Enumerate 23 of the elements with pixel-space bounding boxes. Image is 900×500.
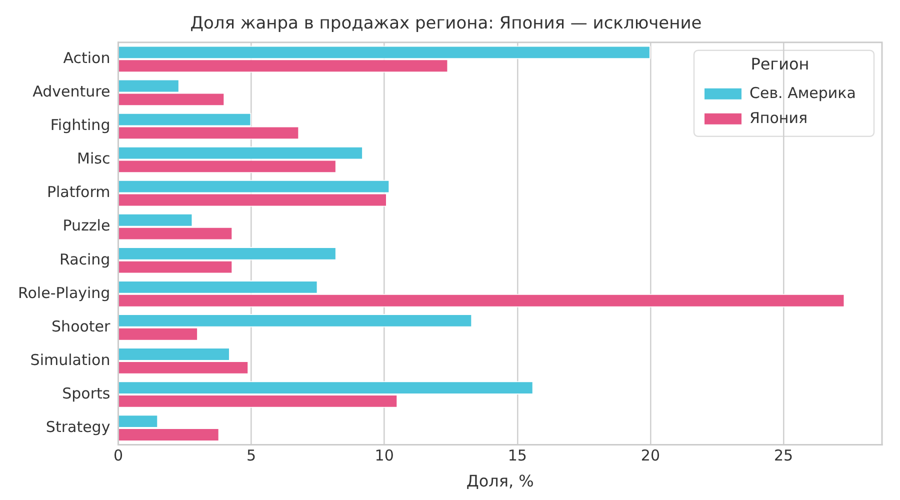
x-tick-label: 20 xyxy=(640,446,660,465)
y-tick-label: Platform xyxy=(46,183,110,202)
y-tick-label: Misc xyxy=(77,150,110,168)
legend-label: Сев. Америка xyxy=(750,84,856,102)
x-tick-label: 15 xyxy=(508,446,527,465)
x-tick-label: 25 xyxy=(774,446,794,465)
y-tick-label: Sports xyxy=(62,384,110,402)
y-tick-label: Shooter xyxy=(52,317,112,336)
y-tick-label: Puzzle xyxy=(62,216,110,235)
y-tick-label: Fighting xyxy=(50,116,110,134)
x-tick-label: 0 xyxy=(113,446,123,465)
chart-title: Доля жанра в продажах региона: Япония — исключение xyxy=(190,14,702,34)
x-axis-title: Доля, % xyxy=(466,472,534,491)
y-tick-label: Strategy xyxy=(46,418,110,436)
legend-title: Регион xyxy=(750,54,810,74)
x-tick-label: 10 xyxy=(374,446,394,465)
x-tick-label: 5 xyxy=(246,446,256,465)
y-tick-label: Action xyxy=(63,49,110,68)
y-tick-label: Role-Playing xyxy=(18,284,110,302)
y-tick-label: Simulation xyxy=(30,350,110,369)
y-tick-label: Adventure xyxy=(32,82,110,101)
legend-label: Япония xyxy=(750,108,808,127)
y-tick-label: Racing xyxy=(59,250,110,268)
